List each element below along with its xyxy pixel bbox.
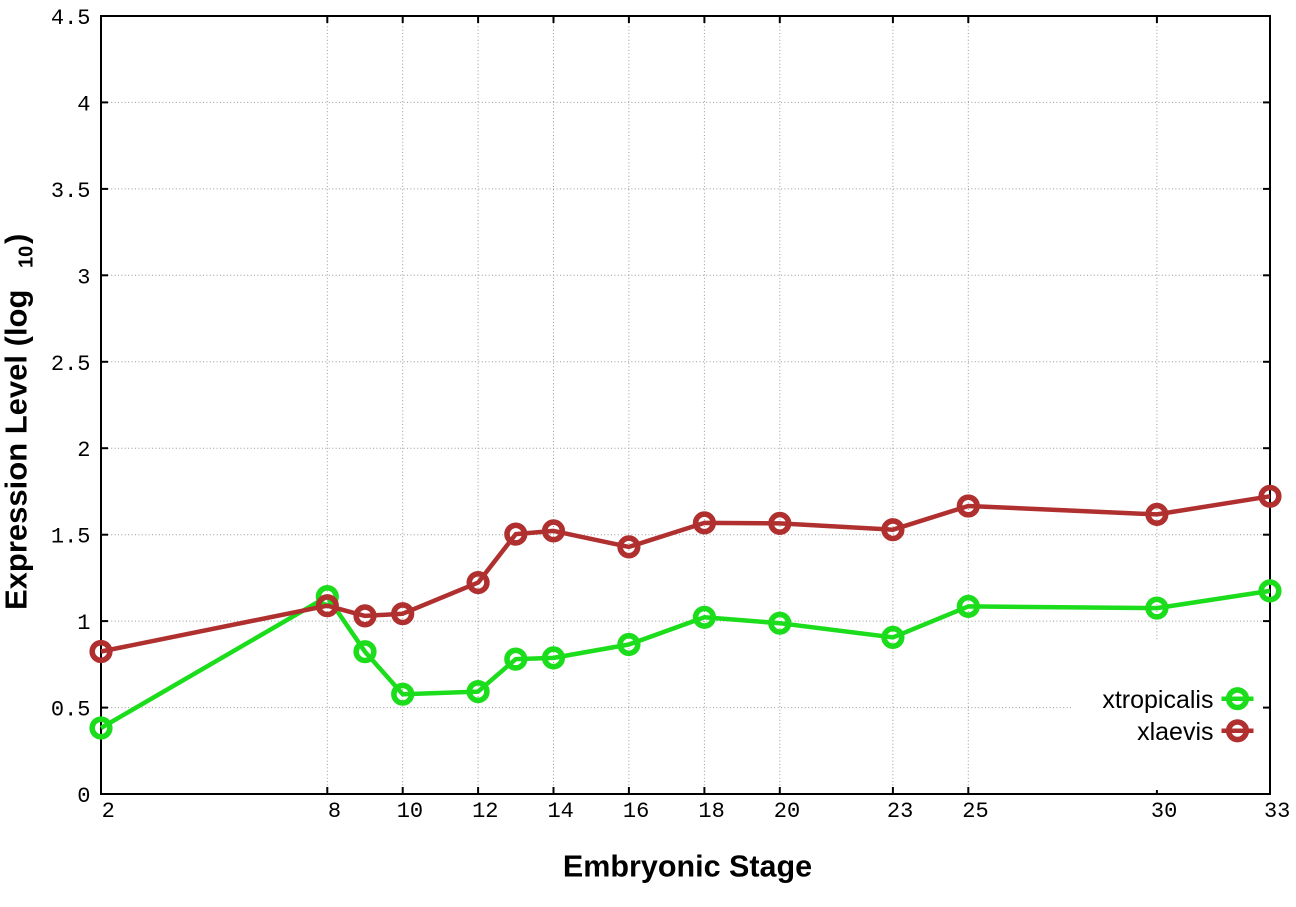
svg-text:23: 23 bbox=[887, 799, 913, 824]
svg-text:1.5: 1.5 bbox=[51, 525, 91, 550]
svg-text:25: 25 bbox=[962, 799, 988, 824]
svg-text:xlaevis: xlaevis bbox=[1137, 718, 1213, 746]
svg-text:Expression Level (log: Expression Level (log bbox=[0, 290, 34, 610]
svg-text:4.5: 4.5 bbox=[51, 6, 91, 31]
svg-text:Embryonic Stage: Embryonic Stage bbox=[563, 849, 812, 883]
svg-text:33: 33 bbox=[1264, 799, 1290, 824]
svg-text:2: 2 bbox=[77, 438, 90, 463]
svg-text:xtropicalis: xtropicalis bbox=[1102, 686, 1213, 714]
svg-text:10: 10 bbox=[16, 246, 38, 268]
svg-text:3.5: 3.5 bbox=[51, 179, 91, 204]
svg-text:8: 8 bbox=[328, 799, 341, 824]
svg-text:16: 16 bbox=[623, 799, 649, 824]
svg-text:20: 20 bbox=[774, 799, 800, 824]
svg-text:0.5: 0.5 bbox=[51, 698, 91, 723]
svg-text:): ) bbox=[0, 234, 34, 244]
svg-text:4: 4 bbox=[77, 92, 90, 117]
svg-text:18: 18 bbox=[698, 799, 724, 824]
svg-text:2.5: 2.5 bbox=[51, 352, 91, 377]
svg-text:14: 14 bbox=[547, 799, 573, 824]
svg-text:1: 1 bbox=[77, 611, 90, 636]
svg-text:3: 3 bbox=[77, 265, 90, 290]
svg-text:2: 2 bbox=[102, 799, 115, 824]
svg-text:30: 30 bbox=[1151, 799, 1177, 824]
svg-text:12: 12 bbox=[472, 799, 498, 824]
svg-text:0: 0 bbox=[77, 784, 90, 809]
svg-text:10: 10 bbox=[397, 799, 423, 824]
